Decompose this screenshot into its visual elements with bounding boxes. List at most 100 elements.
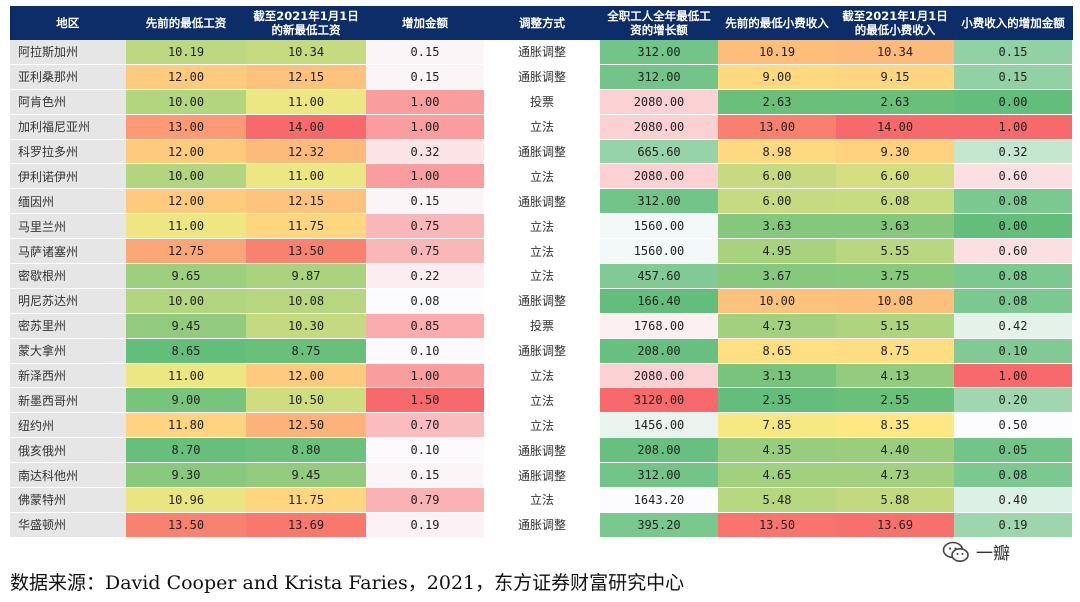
- value-cell: 0.10: [366, 437, 484, 464]
- value-cell: 0.22: [366, 263, 484, 289]
- value-cell: 0.79: [366, 487, 484, 513]
- value-cell: 1768.00: [600, 313, 718, 339]
- table-row: 南达科他州 9.30 9.45 0.15 通胀调整 312.00 4.65 4.73 0.08: [10, 462, 1072, 489]
- method-cell: 立法: [484, 163, 600, 190]
- value-cell: 665.60: [600, 139, 718, 165]
- value-cell: 166.40: [600, 288, 718, 314]
- value-cell: 1.00: [954, 114, 1072, 140]
- value-cell: 2080.00: [600, 89, 718, 115]
- value-cell: 0.15: [366, 64, 484, 90]
- table-row: 马里兰州 11.00 11.75 0.75 立法 1560.00 3.63 3.63 0.00: [10, 213, 1072, 240]
- method-cell: 通胀调整: [484, 338, 600, 364]
- table-body: 阿拉斯加州 10.19 10.34 0.15 通胀调整 312.00 10.19 10.34 0…: [10, 40, 1072, 538]
- method-cell: 通胀调整: [484, 40, 600, 65]
- value-cell: 13.50: [718, 512, 836, 538]
- column-header-3: 增加金额: [366, 6, 485, 40]
- value-cell: 4.95: [718, 238, 836, 265]
- method-cell: 通胀调整: [484, 462, 600, 489]
- value-cell: 1.00: [954, 363, 1072, 389]
- value-cell: 0.15: [366, 462, 484, 489]
- minimum-wage-table: 地区 先前的最低工资 截至2021年1月1日的新最低工资 增加金额 调整方式 全职工人全年…: [10, 6, 1073, 538]
- value-cell: 6.08: [836, 188, 954, 215]
- value-cell: 1.00: [366, 114, 484, 140]
- value-cell: 11.00: [126, 363, 246, 389]
- method-cell: 立法: [484, 114, 600, 140]
- region-cell: 阿拉斯加州: [10, 40, 126, 65]
- region-cell: 新泽西州: [10, 363, 126, 389]
- value-cell: 13.69: [246, 512, 366, 538]
- column-header-4: 调整方式: [484, 6, 601, 40]
- value-cell: 5.15: [836, 313, 954, 339]
- column-header-8: 小费收入的增加金额: [954, 6, 1073, 40]
- value-cell: 13.50: [126, 512, 246, 538]
- value-cell: 11.75: [246, 213, 366, 240]
- value-cell: 2080.00: [600, 163, 718, 190]
- value-cell: 10.34: [246, 40, 366, 65]
- value-cell: 1560.00: [600, 213, 718, 240]
- value-cell: 0.15: [366, 40, 484, 65]
- method-cell: 立法: [484, 238, 600, 265]
- method-cell: 立法: [484, 387, 600, 414]
- value-cell: 4.35: [718, 437, 836, 464]
- table-row: 亚利桑那州 12.00 12.15 0.15 通胀调整 312.00 9.00 9.15 0.1…: [10, 64, 1072, 90]
- value-cell: 12.00: [246, 363, 366, 389]
- wechat-icon: [942, 541, 969, 562]
- method-cell: 通胀调整: [484, 139, 600, 165]
- value-cell: 8.75: [246, 338, 366, 364]
- value-cell: 8.75: [836, 338, 954, 364]
- value-cell: 0.50: [954, 412, 1072, 439]
- region-cell: 密歇根州: [10, 263, 126, 289]
- method-cell: 立法: [484, 263, 600, 289]
- column-header-5: 全职工人全年最低工资的增长额: [600, 6, 719, 40]
- region-cell: 马萨诸塞州: [10, 238, 126, 265]
- value-cell: 4.40: [836, 437, 954, 464]
- value-cell: 2080.00: [600, 114, 718, 140]
- value-cell: 8.80: [246, 437, 366, 464]
- value-cell: 12.50: [246, 412, 366, 439]
- value-cell: 0.10: [954, 338, 1072, 364]
- value-cell: 4.73: [836, 462, 954, 489]
- value-cell: 1456.00: [600, 412, 718, 439]
- value-cell: 12.00: [126, 64, 246, 90]
- value-cell: 0.32: [366, 139, 484, 165]
- value-cell: 0.75: [366, 213, 484, 240]
- region-cell: 明尼苏达州: [10, 288, 126, 314]
- table-row: 科罗拉多州 12.00 12.32 0.32 通胀调整 665.60 8.98 9.30 0.3…: [10, 139, 1072, 165]
- value-cell: 1.50: [366, 387, 484, 414]
- table-row: 蒙大拿州 8.65 8.75 0.10 通胀调整 208.00 8.65 8.75 0.10: [10, 338, 1072, 364]
- value-cell: 3.75: [836, 263, 954, 289]
- method-cell: 通胀调整: [484, 64, 600, 90]
- column-header-1: 先前的最低工资: [126, 6, 247, 40]
- region-cell: 马里兰州: [10, 213, 126, 240]
- value-cell: 0.00: [954, 89, 1072, 115]
- value-cell: 208.00: [600, 437, 718, 464]
- value-cell: 2.63: [836, 89, 954, 115]
- value-cell: 9.00: [126, 387, 246, 414]
- region-cell: 华盛顿州: [10, 512, 126, 538]
- table-row: 伊利诺伊州 10.00 11.00 1.00 立法 2080.00 6.00 6.60 0.60: [10, 163, 1072, 190]
- method-cell: 投票: [484, 313, 600, 339]
- watermark-text: 一瓣: [976, 544, 1010, 564]
- value-cell: 10.19: [126, 40, 246, 65]
- value-cell: 8.35: [836, 412, 954, 439]
- value-cell: 10.50: [246, 387, 366, 414]
- table-row: 俄亥俄州 8.70 8.80 0.10 通胀调整 208.00 4.35 4.40 0.05: [10, 437, 1072, 464]
- value-cell: 0.05: [954, 437, 1072, 464]
- region-cell: 密苏里州: [10, 313, 126, 339]
- region-cell: 纽约州: [10, 412, 126, 439]
- value-cell: 10.00: [126, 89, 246, 115]
- value-cell: 9.00: [718, 64, 836, 90]
- method-cell: 立法: [484, 363, 600, 389]
- value-cell: 12.15: [246, 188, 366, 215]
- value-cell: 11.00: [246, 89, 366, 115]
- value-cell: 5.55: [836, 238, 954, 265]
- column-header-7: 截至2021年1月1日的最低小费收入: [836, 6, 955, 40]
- value-cell: 8.70: [126, 437, 246, 464]
- column-header-2: 截至2021年1月1日的新最低工资: [246, 6, 367, 40]
- region-cell: 佛蒙特州: [10, 487, 126, 513]
- value-cell: 10.30: [246, 313, 366, 339]
- value-cell: 5.48: [718, 487, 836, 513]
- table-row: 马萨诸塞州 12.75 13.50 0.75 立法 1560.00 4.95 5.55 0.60: [10, 238, 1072, 265]
- value-cell: 0.15: [954, 64, 1072, 90]
- value-cell: 12.00: [126, 188, 246, 215]
